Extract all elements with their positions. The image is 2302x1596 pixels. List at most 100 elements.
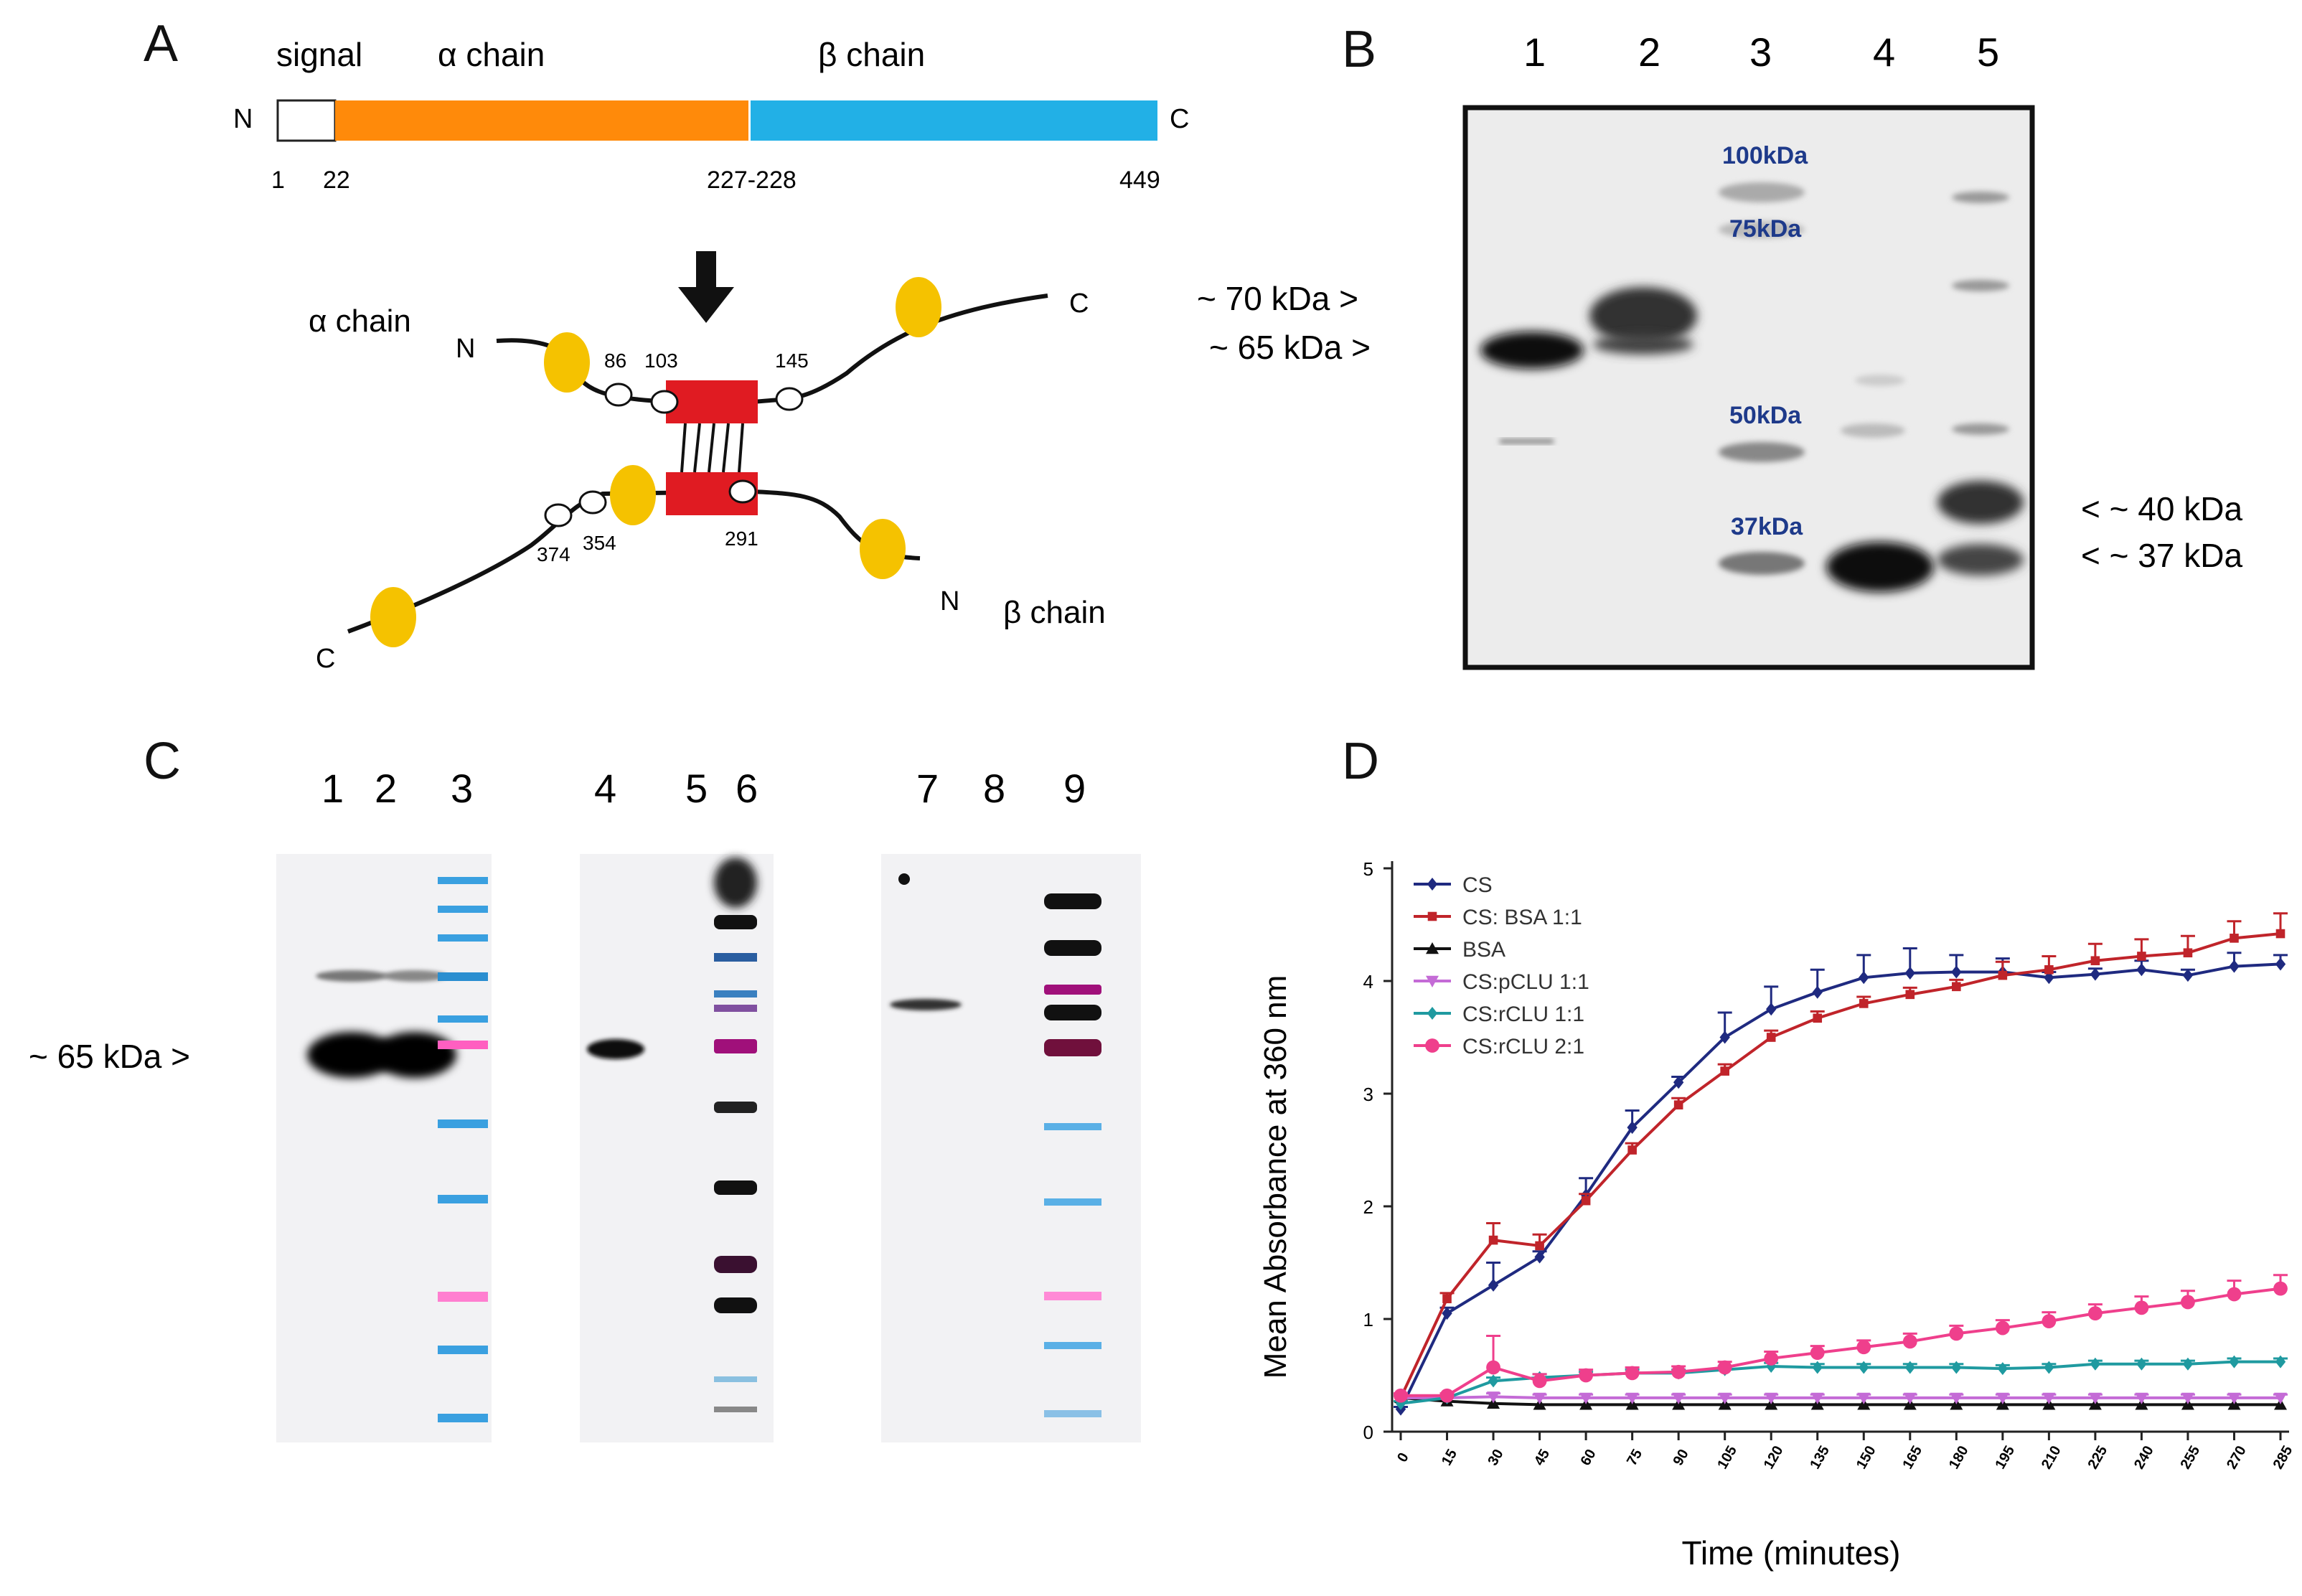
site-label: 354	[583, 532, 616, 554]
lane-number: 5	[1977, 29, 1999, 75]
data-point	[2090, 956, 2100, 966]
data-point	[1951, 1361, 1962, 1374]
x-tick-label: 165	[1899, 1443, 1925, 1472]
data-point	[1579, 1392, 1593, 1404]
x-tick-label: 90	[1671, 1447, 1692, 1468]
x-tick-label: 240	[2131, 1443, 2157, 1472]
data-point	[2136, 963, 2147, 977]
legend-label: CS: BSA 1:1	[1462, 906, 1582, 929]
data-point	[1859, 1361, 1869, 1374]
data-point	[1950, 1392, 1963, 1404]
data-point	[2044, 1361, 2054, 1374]
data-point	[2136, 1357, 2147, 1371]
position-label: 1	[271, 166, 285, 194]
data-point	[2183, 948, 2193, 958]
data-point	[1717, 1360, 1732, 1375]
panel-c-label: C	[144, 733, 181, 790]
lane-number: 2	[1638, 29, 1660, 75]
series-line	[1401, 1395, 2280, 1399]
blot-bands	[307, 858, 1101, 1422]
n-alpha-label: N	[456, 334, 475, 364]
cysteine-site-icon	[775, 387, 804, 411]
panel-d-label: D	[1342, 733, 1379, 790]
gel-bands	[1480, 182, 2024, 592]
membrane-2	[580, 854, 774, 1442]
data-point	[2042, 1392, 2056, 1404]
signal-label: signal	[276, 36, 362, 73]
position-label: 22	[323, 166, 350, 194]
glycan-icon	[370, 587, 416, 647]
data-point	[2274, 1392, 2287, 1404]
disulfide-bonds	[680, 423, 744, 473]
data-point	[1488, 1278, 1499, 1292]
x-tick-label: 135	[1807, 1443, 1833, 1472]
data-point	[2230, 934, 2239, 943]
marker-label: 37kDa	[1731, 513, 1803, 540]
panel-a-diagram: signal α chain β chain N C 1 22 227-228 …	[233, 36, 1189, 674]
data-point	[1813, 1013, 1823, 1023]
legend-label: CS:rCLU 2:1	[1462, 1035, 1584, 1058]
site-label: 86	[604, 349, 626, 372]
data-point	[1812, 1361, 1823, 1374]
data-point	[1394, 1388, 1408, 1403]
data-point	[2227, 1287, 2242, 1302]
x-tick-label: 210	[2039, 1443, 2064, 1472]
data-point	[2088, 1392, 2102, 1404]
data-point	[1627, 1145, 1637, 1155]
alpha-chain-bar	[335, 100, 748, 141]
marker-label: 50kDa	[1729, 402, 1802, 429]
c-terminus-label: C	[1170, 104, 1189, 134]
data-point	[1625, 1366, 1640, 1381]
data-point	[1533, 1392, 1546, 1404]
x-tick-label: 195	[1992, 1443, 2018, 1472]
data-point	[1581, 1196, 1591, 1206]
data-point	[1719, 1031, 1730, 1044]
data-point	[1766, 1003, 1777, 1016]
data-point	[1905, 990, 1915, 1000]
lane-number: 3	[451, 766, 473, 811]
position-label: 449	[1119, 166, 1160, 194]
cysteine-site-icon	[604, 382, 633, 407]
x-tick-label: 180	[1946, 1443, 1972, 1472]
lane-number: 1	[1523, 29, 1546, 75]
data-point	[1951, 965, 1962, 979]
data-point	[1952, 982, 1961, 992]
data-point	[1487, 1391, 1500, 1404]
glycan-icon	[610, 465, 656, 525]
site-label: 291	[725, 527, 758, 550]
panel-c-blot: 1 2 3 4 5 6 7 8 9 ~ 65 kDa >	[29, 766, 1141, 1442]
glycan-icon	[544, 332, 590, 393]
data-point	[2044, 965, 2054, 975]
alpha-chain-label: α chain	[438, 36, 545, 73]
data-point	[1532, 1374, 1547, 1389]
data-point	[1903, 1392, 1917, 1404]
data-point	[1996, 1392, 2009, 1404]
data-point	[2134, 1300, 2149, 1315]
data-point	[1904, 967, 1915, 980]
data-point	[1442, 1294, 1452, 1304]
data-point	[2275, 1355, 2286, 1369]
x-tick-label: 255	[2178, 1443, 2204, 1472]
data-point	[1535, 1241, 1544, 1251]
data-point	[1673, 1100, 1683, 1109]
data-point	[2182, 1357, 2194, 1371]
site-label: 145	[775, 349, 809, 372]
annotation-65kda: ~ 65 kDa >	[1209, 329, 1371, 366]
n-beta-label: N	[940, 586, 959, 616]
data-point	[2135, 1392, 2148, 1404]
data-point	[1766, 1033, 1776, 1042]
data-point	[2137, 952, 2146, 961]
lane-number: 2	[375, 766, 397, 811]
x-tick-label: 45	[1531, 1447, 1553, 1468]
data-point	[2090, 967, 2101, 981]
lane-number: 1	[321, 766, 344, 811]
data-point	[2182, 969, 2194, 982]
x-tick-label: 0	[1394, 1450, 1412, 1465]
data-point	[2227, 1392, 2241, 1404]
data-point	[1427, 911, 1437, 921]
down-arrow-icon	[678, 251, 734, 323]
data-point	[1579, 1368, 1594, 1383]
data-point	[1718, 1392, 1732, 1404]
data-point	[1627, 1121, 1638, 1135]
x-tick-label: 150	[1854, 1443, 1879, 1472]
